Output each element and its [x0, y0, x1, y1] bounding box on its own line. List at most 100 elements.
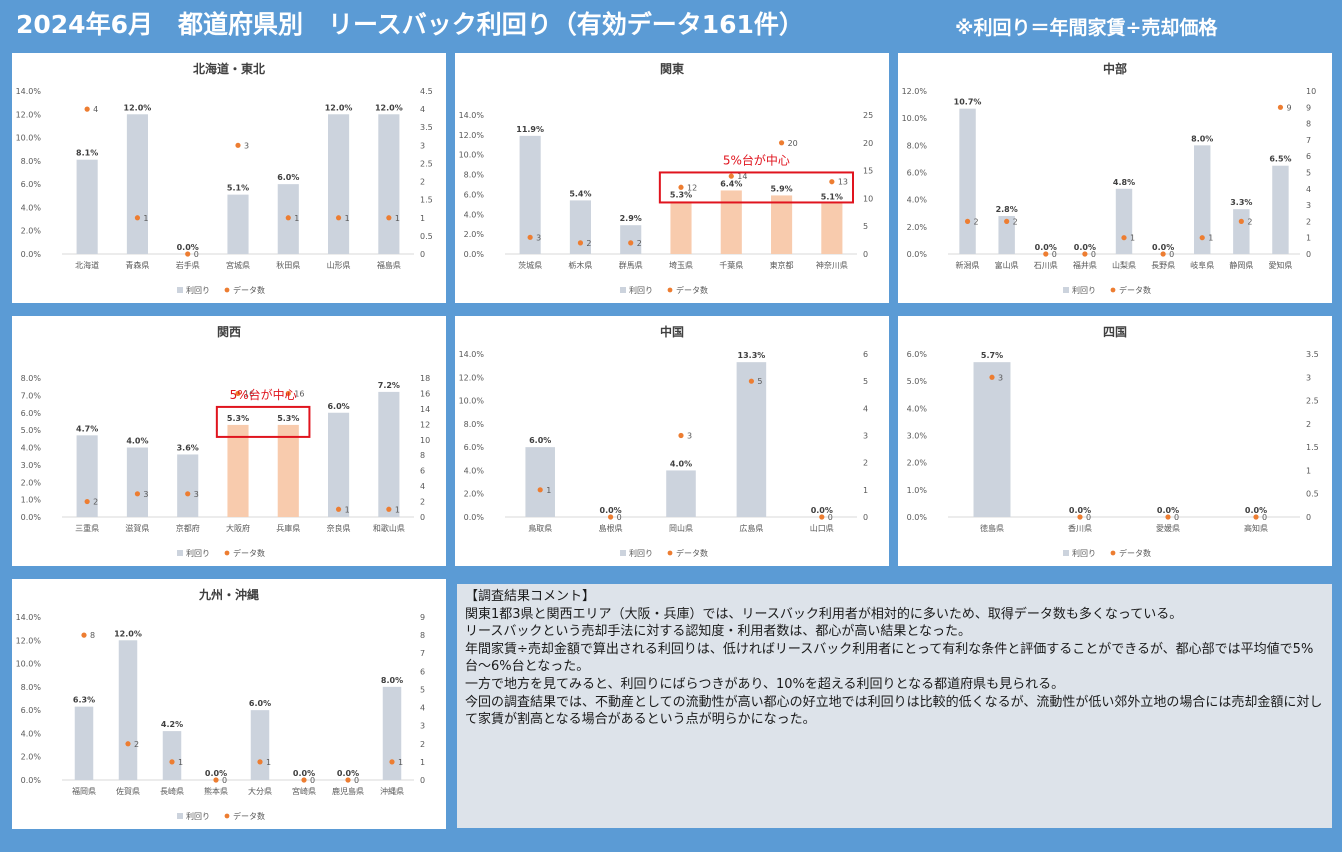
y2-tick-label: 0.5: [1306, 490, 1319, 499]
y-tick-label: 1.0%: [907, 486, 928, 495]
count-dot: [125, 741, 131, 747]
chart-chugoku: 中国 0.0% 2.0% 4.0% 6.0% 8.0% 10.0% 12.0% 14.0% 0 1 2…: [455, 316, 889, 566]
x-tick-label: 熊本県: [204, 786, 228, 796]
y2-tick-label: 0.5: [420, 232, 433, 241]
count-dot: [134, 215, 141, 221]
chart-svg: 九州・沖縄0.0%2.0%4.0%6.0%8.0%10.0%12.0%14.0%…: [16, 587, 426, 821]
y2-tick-label: 10: [1306, 87, 1316, 96]
x-tick-label: 長崎県: [160, 786, 184, 796]
y-tick-label: 6.0%: [907, 169, 928, 178]
y2-tick-label: 25: [863, 111, 873, 120]
y2-tick-label: 5: [863, 377, 868, 386]
y-tick-label: 5.0%: [907, 377, 928, 386]
legend-yield: 利回り: [629, 548, 653, 558]
count-dot: [1082, 251, 1088, 257]
legend-yield: 利回り: [629, 285, 653, 295]
count-label: 1: [143, 214, 148, 223]
x-tick-label: 大分県: [248, 786, 272, 796]
chart-title: 関西: [217, 325, 241, 339]
bar-value-label: 4.7%: [76, 424, 98, 433]
count-dot: [577, 240, 584, 246]
x-tick-label: 秋田県: [276, 260, 300, 270]
count-label: 9: [1286, 103, 1291, 112]
y2-tick-label: 2.5: [1306, 397, 1319, 406]
count-label: 1: [1130, 234, 1135, 243]
bar-value-label: 8.0%: [1191, 134, 1213, 143]
x-tick-label: 岩手県: [176, 260, 200, 270]
x-tick-label: 宮崎県: [292, 786, 316, 796]
comment-line: リースバックという売却手法に対する認知度・利用者数は、都心が高い結果となった。: [465, 624, 971, 640]
y2-tick-label: 6: [863, 350, 868, 359]
bar: [378, 114, 400, 255]
y2-tick-label: 2: [863, 459, 868, 468]
bar: [519, 135, 541, 254]
count-dot: [1043, 251, 1049, 257]
legend-dot-swatch: [224, 813, 230, 819]
bar-value-label: 0.0%: [177, 243, 199, 252]
count-label: 1: [395, 214, 400, 223]
count-label: 12: [687, 183, 697, 192]
y-tick-label: 4.0%: [21, 729, 42, 738]
y-tick-label: 6.0%: [21, 409, 42, 418]
bar-value-label: 8.0%: [381, 676, 403, 685]
chart-chubu: 中部 0.0% 2.0% 4.0% 6.0% 8.0% 10.0% 12.0% 0 1 2 3 4 5 6 7…: [898, 53, 1332, 303]
count-dot: [84, 498, 90, 505]
x-tick-label: 京都府: [176, 523, 200, 533]
y-tick-label: 10.0%: [16, 134, 42, 143]
count-dot: [989, 374, 995, 380]
count-label: 2: [1247, 217, 1252, 226]
x-tick-label: 青森県: [125, 260, 149, 270]
y-tick-label: 14.0%: [459, 350, 485, 359]
count-label: 0: [310, 776, 315, 785]
y2-tick-label: 8: [420, 451, 425, 460]
count-label: 0: [1169, 250, 1174, 259]
legend-bar-swatch: [1063, 287, 1069, 293]
comment-line: 年間家賃÷売却金額で算出される利回りは、低ければリースバック利用者にとって有利な…: [465, 641, 1314, 675]
bar-value-label: 10.7%: [954, 98, 982, 107]
y-tick-label: 0.0%: [907, 250, 928, 259]
bar-value-label: 6.3%: [73, 696, 95, 705]
highlight-frame: [215, 405, 311, 438]
bar-value-label: 0.0%: [205, 769, 227, 778]
bar-value-label: 7.2%: [378, 381, 400, 390]
legend-count: データ数: [1119, 548, 1151, 558]
y2-tick-label: 0: [1306, 513, 1311, 522]
x-tick-label: 静岡県: [1229, 260, 1253, 270]
comment-heading: 【調査結果コメント】: [465, 589, 596, 604]
count-dot: [819, 514, 825, 520]
count-dot: [829, 179, 835, 185]
y-tick-label: 10.0%: [16, 660, 42, 669]
y-tick-label: 10.0%: [459, 397, 485, 406]
y-tick-label: 6.0%: [907, 350, 928, 359]
y-tick-label: 14.0%: [16, 613, 42, 622]
count-label: 1: [345, 214, 350, 223]
bar: [382, 686, 402, 780]
x-tick-label: 福岡県: [72, 787, 96, 796]
y-tick-label: 12.0%: [902, 87, 928, 96]
y2-tick-label: 3: [1306, 201, 1311, 210]
y-tick-label: 8.0%: [21, 374, 42, 383]
bar: [1194, 145, 1211, 254]
x-tick-label: 三重県: [75, 523, 99, 533]
count-dot: [134, 491, 141, 497]
bar: [126, 114, 148, 255]
bar-value-label: 6.0%: [529, 436, 551, 445]
chart-kansai: 関西 0.0% 1.0% 2.0% 3.0% 4.0% 5.0% 6.0% 7.0% 8.0% 0 2…: [12, 316, 446, 566]
y2-tick-label: 3: [420, 722, 425, 731]
legend-count: データ数: [676, 285, 708, 295]
count-label: 0: [1052, 250, 1057, 259]
bar: [998, 215, 1015, 254]
bar: [569, 200, 591, 254]
y2-tick-label: 6: [420, 467, 425, 476]
count-label: 0: [354, 776, 359, 785]
x-tick-label: 新潟県: [956, 260, 980, 270]
count-label: 2: [974, 217, 979, 226]
count-dot: [527, 234, 533, 240]
y-tick-label: 8.0%: [21, 683, 42, 692]
count-dot: [335, 215, 342, 221]
count-dot: [678, 432, 684, 439]
y-tick-label: 4.0%: [21, 444, 42, 453]
y2-tick-label: 5: [1306, 169, 1311, 178]
y-tick-label: 2.0%: [907, 459, 928, 468]
count-label: 1: [546, 486, 551, 495]
